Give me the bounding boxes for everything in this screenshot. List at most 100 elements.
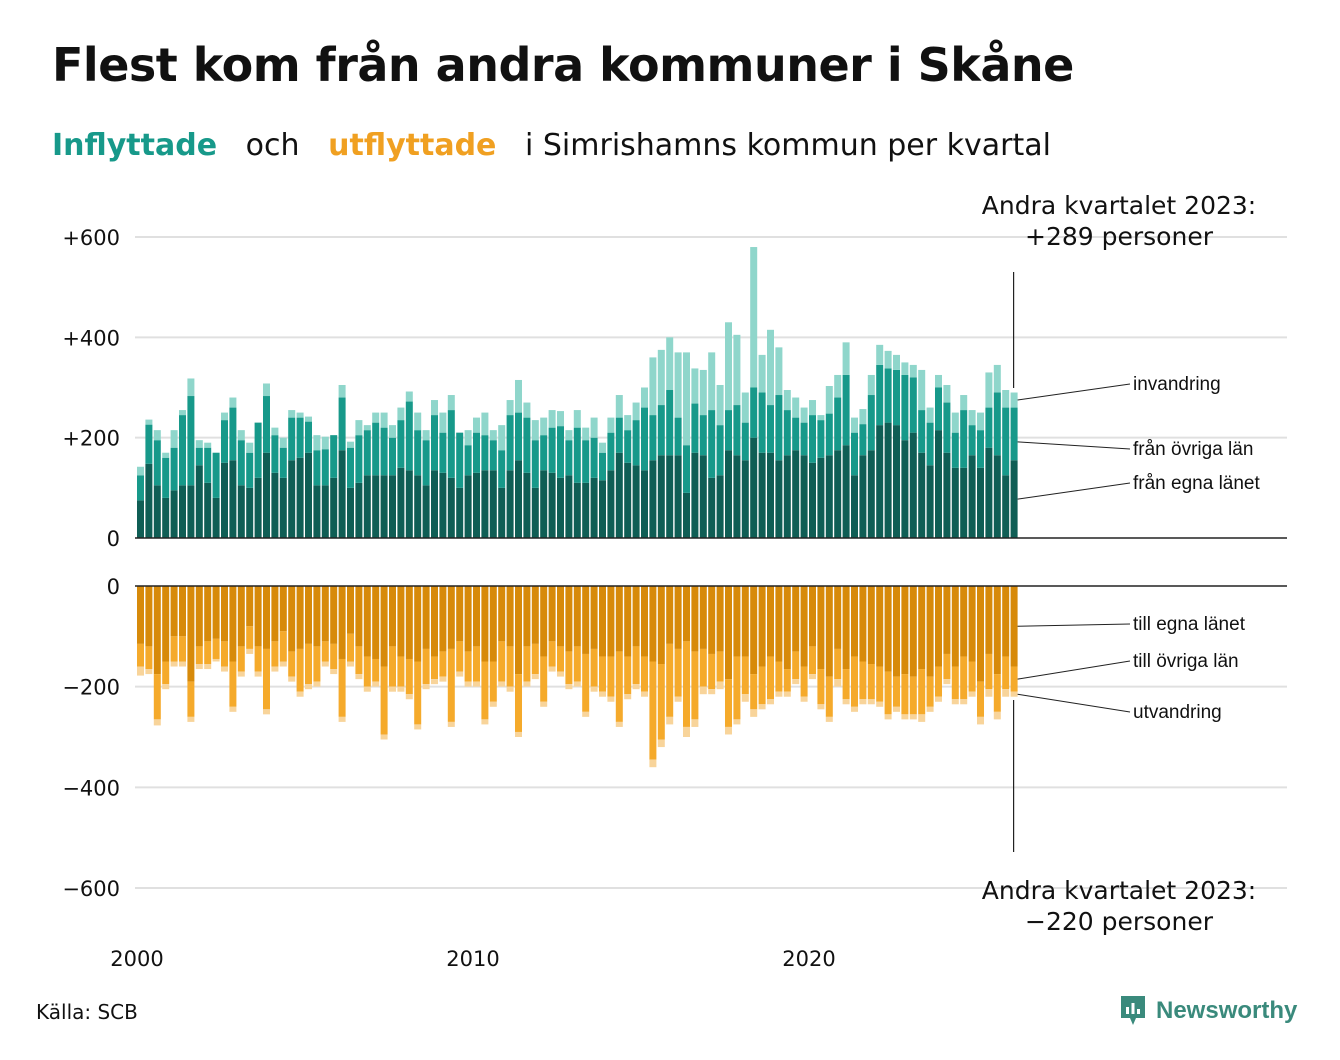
bar-in-segment — [716, 475, 724, 538]
bar-out-segment — [305, 586, 312, 644]
bar-out-segment — [557, 586, 564, 647]
series-label: till egna länet — [1133, 614, 1246, 635]
bar-out-segment — [884, 671, 892, 715]
bar-out-segment — [565, 651, 573, 685]
bar-in-segment — [279, 477, 287, 538]
bar-in-segment — [809, 400, 816, 416]
bar-in-segment — [918, 369, 926, 411]
bar-out-segment — [800, 696, 808, 702]
bar-in-segment — [657, 349, 665, 406]
bar-in-segment — [263, 452, 270, 538]
bar-out-segment — [363, 656, 371, 687]
bar-out-segment — [540, 701, 548, 707]
bar-out-segment — [733, 719, 741, 725]
bar-out-segment — [221, 641, 228, 667]
label-leader — [1017, 660, 1131, 680]
bar-in-segment — [523, 417, 531, 473]
bar-out-segment — [422, 648, 430, 685]
bar-in-segment — [447, 395, 455, 411]
bar-out-segment — [137, 643, 144, 667]
bar-in-segment — [305, 452, 312, 538]
bar-in-segment — [439, 412, 447, 433]
bar-in-segment — [540, 470, 548, 538]
bar-out-segment — [708, 586, 716, 654]
bar-out-segment — [296, 648, 304, 692]
bar-in-segment — [271, 472, 279, 538]
bar-in-segment — [515, 460, 522, 538]
bar-out-segment — [405, 658, 413, 695]
bar-out-segment — [305, 643, 312, 685]
bar-in-segment — [313, 485, 321, 538]
bar-out-segment — [195, 664, 203, 670]
bar-in-segment — [573, 427, 581, 483]
bar-in-segment — [851, 475, 858, 538]
bar-out-segment — [531, 586, 539, 644]
bar-in-segment — [657, 405, 665, 456]
bar-in-segment — [825, 413, 833, 456]
bar-out-segment — [901, 674, 909, 715]
bar-in-segment — [498, 425, 506, 451]
bar-out-segment — [523, 646, 531, 682]
series-label: invandring — [1133, 374, 1221, 395]
y-tick-bottom: −600 — [62, 877, 120, 901]
bar-in-segment — [867, 374, 875, 396]
bar-in-segment — [179, 415, 186, 486]
bar-in-segment — [666, 337, 674, 391]
bar-out-segment — [590, 686, 598, 692]
bar-out-segment — [523, 681, 531, 687]
bar-out-segment — [657, 586, 665, 665]
bar-in-segment — [909, 364, 917, 378]
bar-out-segment — [951, 586, 959, 667]
label-leader — [1017, 383, 1131, 401]
brand-logo: Newsworthy — [1118, 994, 1297, 1028]
bar-out-segment — [817, 669, 825, 705]
bar-in-segment — [624, 462, 632, 538]
bar-in-segment — [506, 415, 514, 471]
bar-in-segment — [531, 487, 539, 538]
bar-in-segment — [758, 354, 766, 393]
bar-out-segment — [968, 661, 976, 692]
bar-out-segment — [725, 679, 732, 727]
bar-out-segment — [187, 716, 195, 722]
x-tick: 2010 — [446, 947, 499, 971]
bar-in-segment — [775, 347, 783, 396]
bar-in-segment — [977, 467, 984, 538]
bar-in-segment — [330, 435, 338, 478]
bar-out-segment — [557, 646, 564, 672]
bar-in-segment — [859, 409, 867, 425]
bar-in-segment — [531, 420, 539, 441]
bar-out-segment — [775, 691, 783, 697]
bar-out-segment — [750, 586, 758, 675]
subtitle-utflyttade: utflyttade — [328, 128, 497, 163]
bar-out-segment — [515, 731, 522, 737]
x-tick: 2020 — [782, 947, 835, 971]
bar-in-segment — [162, 497, 170, 538]
bar-in-segment — [590, 477, 598, 538]
bar-out-segment — [758, 666, 766, 705]
bar-in-segment — [338, 450, 346, 538]
bar-out-segment — [951, 666, 959, 700]
bar-out-segment — [237, 586, 245, 647]
bar-in-segment — [741, 422, 749, 461]
bar-out-segment — [867, 699, 875, 705]
bar-out-segment — [296, 691, 304, 697]
bar-out-segment — [321, 586, 329, 642]
label-leader — [1017, 441, 1131, 450]
bar-out-segment — [615, 586, 623, 652]
bar-out-segment — [246, 648, 254, 654]
bar-out-segment — [624, 694, 632, 700]
bar-out-segment — [464, 681, 472, 687]
bar-out-segment — [137, 666, 144, 676]
bar-out-segment — [439, 651, 447, 677]
bar-in-segment — [733, 455, 741, 538]
bar-out-segment — [985, 653, 993, 690]
bar-out-segment — [775, 586, 783, 662]
bar-in-segment — [221, 412, 228, 421]
bar-out-segment — [582, 711, 590, 717]
bar-out-segment — [229, 586, 237, 662]
bar-in-segment — [380, 475, 388, 538]
bar-out-segment — [153, 719, 161, 726]
bar-out-segment — [506, 646, 514, 687]
bar-out-segment — [330, 643, 338, 670]
bar-in-segment — [288, 460, 296, 538]
